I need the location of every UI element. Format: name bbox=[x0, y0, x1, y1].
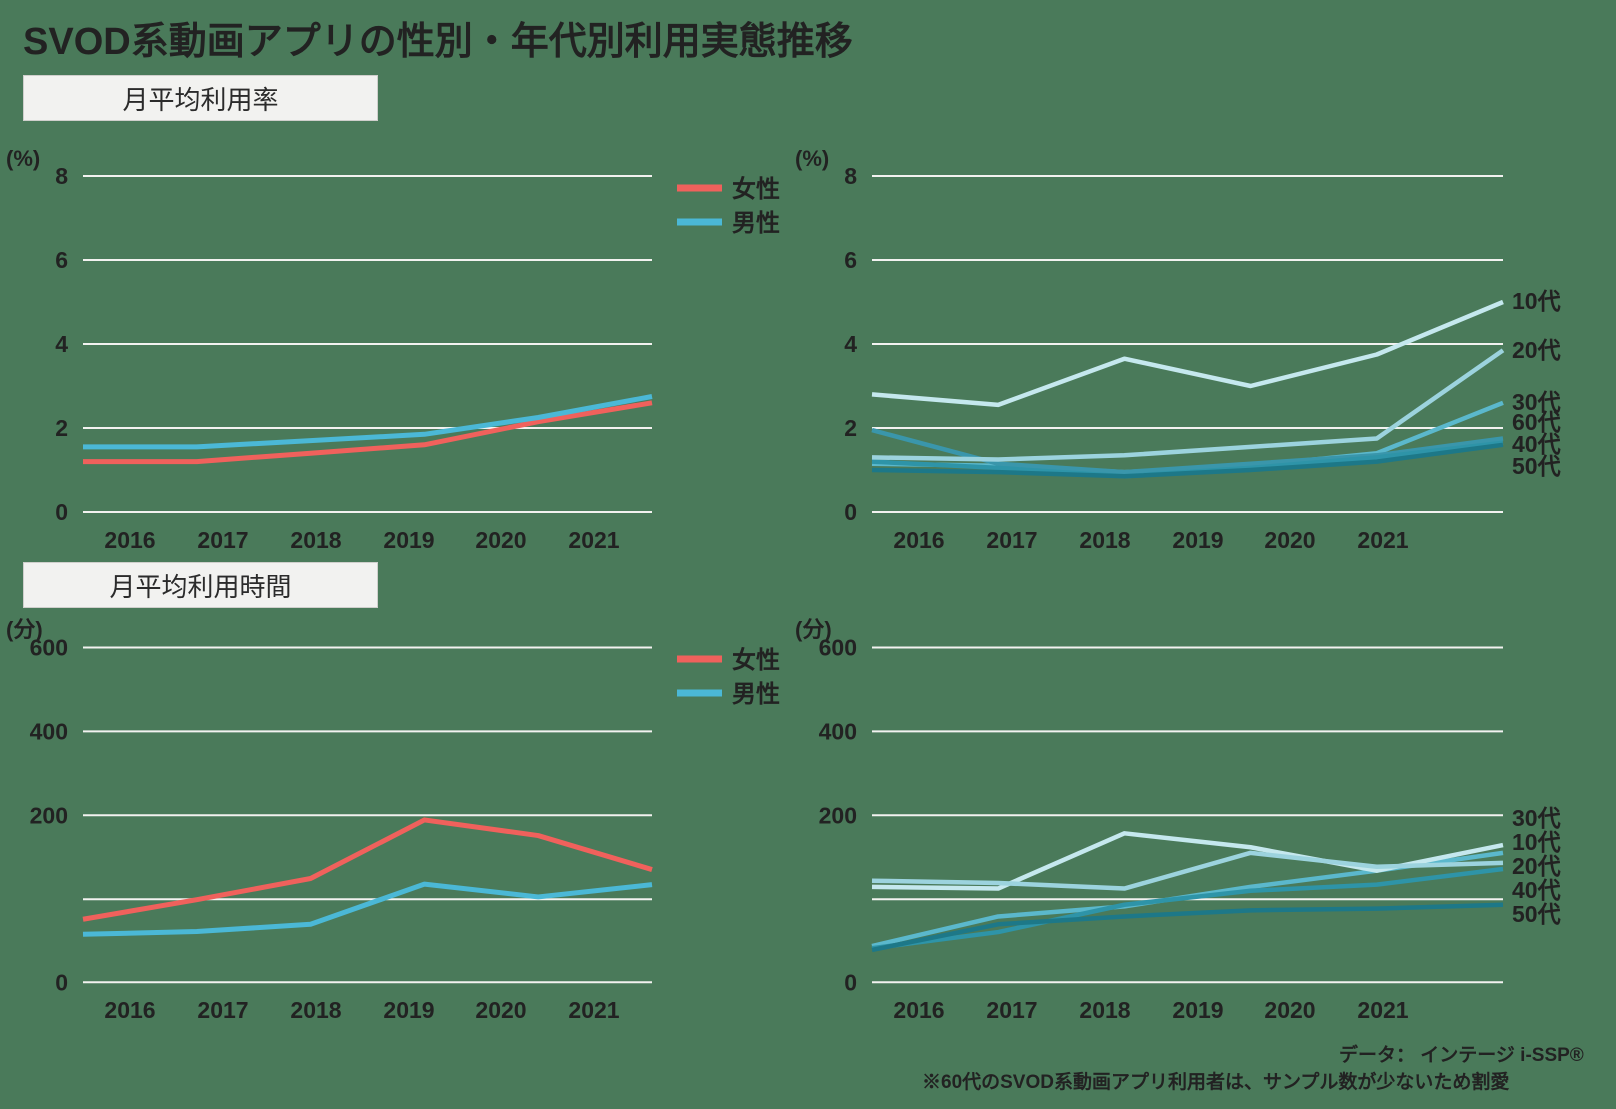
svg-text:2018: 2018 bbox=[1079, 527, 1130, 553]
svg-text:2019: 2019 bbox=[1172, 527, 1223, 553]
svg-text:2018: 2018 bbox=[290, 997, 341, 1023]
svg-text:20代: 20代 bbox=[1512, 337, 1561, 363]
svg-text:2021: 2021 bbox=[1357, 997, 1408, 1023]
svg-text:男性: 男性 bbox=[732, 681, 780, 708]
svg-text:2: 2 bbox=[844, 415, 857, 441]
svg-text:2016: 2016 bbox=[104, 527, 155, 553]
svg-text:男性: 男性 bbox=[732, 210, 780, 237]
svg-text:0: 0 bbox=[55, 499, 68, 525]
svg-text:6: 6 bbox=[844, 247, 857, 273]
svg-text:10代: 10代 bbox=[1512, 829, 1561, 855]
svg-text:※60代のSVOD系動画アプリ利用者は、サンプル数が少ないた: ※60代のSVOD系動画アプリ利用者は、サンプル数が少ないため割愛 bbox=[922, 1070, 1509, 1093]
svg-text:4: 4 bbox=[844, 331, 857, 357]
svg-text:2019: 2019 bbox=[383, 997, 434, 1023]
svg-text:8: 8 bbox=[844, 163, 857, 189]
svg-text:2017: 2017 bbox=[197, 997, 248, 1023]
svg-text:2017: 2017 bbox=[986, 527, 1037, 553]
svg-text:データ： インテージ i-SSP®: データ： インテージ i-SSP® bbox=[1339, 1043, 1584, 1066]
svg-text:2017: 2017 bbox=[986, 997, 1037, 1023]
svg-text:(%): (%) bbox=[6, 146, 40, 171]
svg-text:50代: 50代 bbox=[1512, 453, 1561, 479]
svg-text:女性: 女性 bbox=[732, 175, 780, 203]
svg-text:0: 0 bbox=[55, 969, 68, 995]
svg-text:8: 8 bbox=[55, 163, 68, 189]
svg-text:2018: 2018 bbox=[290, 527, 341, 553]
svg-text:40代: 40代 bbox=[1512, 877, 1561, 903]
svg-text:50代: 50代 bbox=[1512, 901, 1561, 927]
svg-text:20代: 20代 bbox=[1512, 853, 1561, 879]
svg-text:2020: 2020 bbox=[1264, 527, 1315, 553]
svg-text:(分): (分) bbox=[6, 617, 43, 642]
svg-text:2021: 2021 bbox=[568, 997, 619, 1023]
svg-text:200: 200 bbox=[30, 802, 68, 828]
svg-text:2016: 2016 bbox=[104, 997, 155, 1023]
svg-text:4: 4 bbox=[55, 331, 68, 357]
svg-text:2020: 2020 bbox=[475, 527, 526, 553]
svg-text:2019: 2019 bbox=[383, 527, 434, 553]
svg-text:2016: 2016 bbox=[893, 997, 944, 1023]
svg-text:0: 0 bbox=[844, 969, 857, 995]
svg-text:2017: 2017 bbox=[197, 527, 248, 553]
svg-text:400: 400 bbox=[30, 718, 68, 744]
svg-text:(分): (分) bbox=[795, 617, 832, 642]
svg-text:2: 2 bbox=[55, 415, 68, 441]
svg-text:2016: 2016 bbox=[893, 527, 944, 553]
svg-text:2018: 2018 bbox=[1079, 997, 1130, 1023]
svg-text:6: 6 bbox=[55, 247, 68, 273]
svg-text:2021: 2021 bbox=[1357, 527, 1408, 553]
svg-text:2021: 2021 bbox=[568, 527, 619, 553]
svg-text:女性: 女性 bbox=[732, 646, 780, 674]
svg-text:200: 200 bbox=[819, 802, 857, 828]
svg-text:2020: 2020 bbox=[1264, 997, 1315, 1023]
svg-text:2020: 2020 bbox=[475, 997, 526, 1023]
svg-text:(%): (%) bbox=[795, 146, 829, 171]
svg-text:2019: 2019 bbox=[1172, 997, 1223, 1023]
svg-text:400: 400 bbox=[819, 718, 857, 744]
svg-text:10代: 10代 bbox=[1512, 288, 1561, 314]
svg-text:30代: 30代 bbox=[1512, 805, 1561, 831]
svg-text:0: 0 bbox=[844, 499, 857, 525]
